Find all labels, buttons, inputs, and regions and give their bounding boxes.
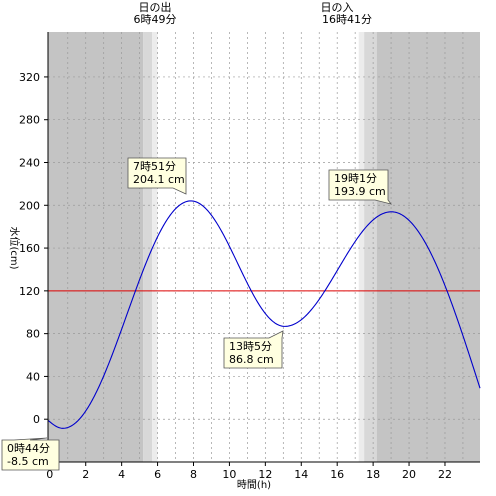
y-tick-label: 0 bbox=[33, 413, 40, 426]
shade-band-day bbox=[157, 32, 359, 462]
x-axis-title: 時間(h) bbox=[237, 479, 271, 491]
x-tick-label: 18 bbox=[366, 468, 380, 481]
shade-band-twilight bbox=[143, 32, 153, 462]
callout-box bbox=[328, 169, 392, 205]
x-tick-label: 8 bbox=[190, 468, 197, 481]
callout-level: 86.8 cm bbox=[229, 353, 274, 366]
sunrise-time: 6時49分 bbox=[134, 13, 177, 26]
sunset-time: 16時41分 bbox=[322, 13, 372, 26]
x-tick-label: 22 bbox=[438, 468, 452, 481]
sunrise-label: 日の出 bbox=[139, 0, 172, 14]
callout-low-tide: 0時44分-8.5 cm bbox=[1, 437, 60, 471]
y-tick-label: 320 bbox=[19, 71, 40, 84]
y-tick-label: 40 bbox=[26, 370, 40, 383]
shade-band-night bbox=[48, 32, 144, 462]
x-tick-label: 6 bbox=[154, 468, 161, 481]
x-tick-label: 16 bbox=[330, 468, 344, 481]
y-tick-label: 200 bbox=[19, 199, 40, 212]
callout-level: 204.1 cm bbox=[133, 173, 185, 186]
shade-band-night bbox=[376, 32, 480, 462]
callout-time: 13時5分 bbox=[229, 340, 272, 353]
x-tick-label: 14 bbox=[294, 468, 308, 481]
y-tick-labels: 0 40 80 120 160 200 240 280 320 bbox=[19, 71, 48, 426]
callout-box bbox=[1, 437, 60, 471]
y-axis-title: 水位(cm) bbox=[8, 226, 21, 269]
y-tick-label: 240 bbox=[19, 156, 40, 169]
plot-frame bbox=[47, 32, 480, 463]
callout-time: 19時1分 bbox=[334, 172, 377, 185]
x-tick-label: 12 bbox=[258, 468, 272, 481]
y-tick-label: 120 bbox=[19, 285, 40, 298]
shade-band-twilight_inner bbox=[358, 32, 365, 462]
callout-level: -8.5 cm bbox=[7, 455, 49, 468]
shade-band-twilight bbox=[364, 32, 377, 462]
x-tick-labels: 0 2 4 6 8 10 12 14 16 18 20 22 bbox=[46, 462, 452, 481]
callout-time: 7時51分 bbox=[133, 160, 176, 173]
x-tick-label: 10 bbox=[222, 468, 236, 481]
shade-band-twilight_inner bbox=[152, 32, 158, 462]
sunset-label: 日の入 bbox=[321, 1, 354, 14]
x-tick-label: 4 bbox=[118, 468, 125, 481]
callout-box bbox=[127, 157, 187, 195]
grid-lines bbox=[48, 32, 480, 462]
callout-time: 0時44分 bbox=[7, 442, 50, 455]
y-tick-label: 80 bbox=[26, 328, 40, 341]
x-tick-label: 20 bbox=[402, 468, 416, 481]
x-tick-label: 0 bbox=[46, 468, 53, 481]
y-tick-label: 280 bbox=[19, 114, 40, 127]
y-tick-label: 160 bbox=[19, 242, 40, 255]
callout-level: 193.9 cm bbox=[334, 185, 386, 198]
callout-box bbox=[223, 330, 284, 369]
daylight-shading bbox=[48, 32, 480, 462]
x-tick-label: 2 bbox=[82, 468, 89, 481]
tide-curve bbox=[47, 200, 481, 429]
